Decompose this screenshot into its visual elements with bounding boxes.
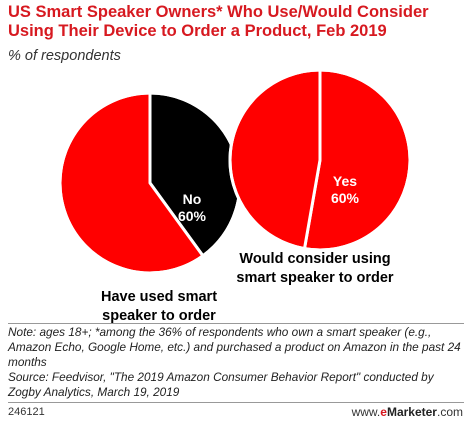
brand-prefix: www. xyxy=(351,405,381,419)
footer-divider xyxy=(8,323,464,324)
brand-name: Marketer xyxy=(386,405,437,419)
chart-subtitle: % of respondents xyxy=(8,48,121,64)
pie2-outline xyxy=(228,68,412,252)
pie1-title-line: speaker to order xyxy=(102,308,216,324)
chart-title: US Smart Speaker Owners* Who Use/Would C… xyxy=(8,3,429,40)
brand-suffix: .com xyxy=(436,405,463,419)
brand-e: e xyxy=(380,405,387,419)
pie2-title-line: smart speaker to order xyxy=(236,270,394,286)
pie1-slice-label-no: No xyxy=(183,191,202,207)
source-note: Source: Feedvisor, "The 2019 Amazon Cons… xyxy=(8,370,434,399)
footnote: Note: ages 18+; *among the 36% of respon… xyxy=(8,325,461,369)
pie2-slice-label-yes: Yes xyxy=(333,173,357,189)
footer-divider-bottom xyxy=(8,402,464,403)
pie1-title-line: Have used smart xyxy=(101,289,217,305)
pie2-slice-yes xyxy=(228,68,322,251)
chart-id: 246121 xyxy=(8,406,45,418)
pie1-slice-value-no: 60% xyxy=(178,208,207,224)
pie2-title-line: Would consider using xyxy=(239,251,390,267)
emarketer-logo[interactable]: www.eMarketer.com xyxy=(352,405,463,419)
pie2-slice-value-yes: 60% xyxy=(331,190,360,206)
